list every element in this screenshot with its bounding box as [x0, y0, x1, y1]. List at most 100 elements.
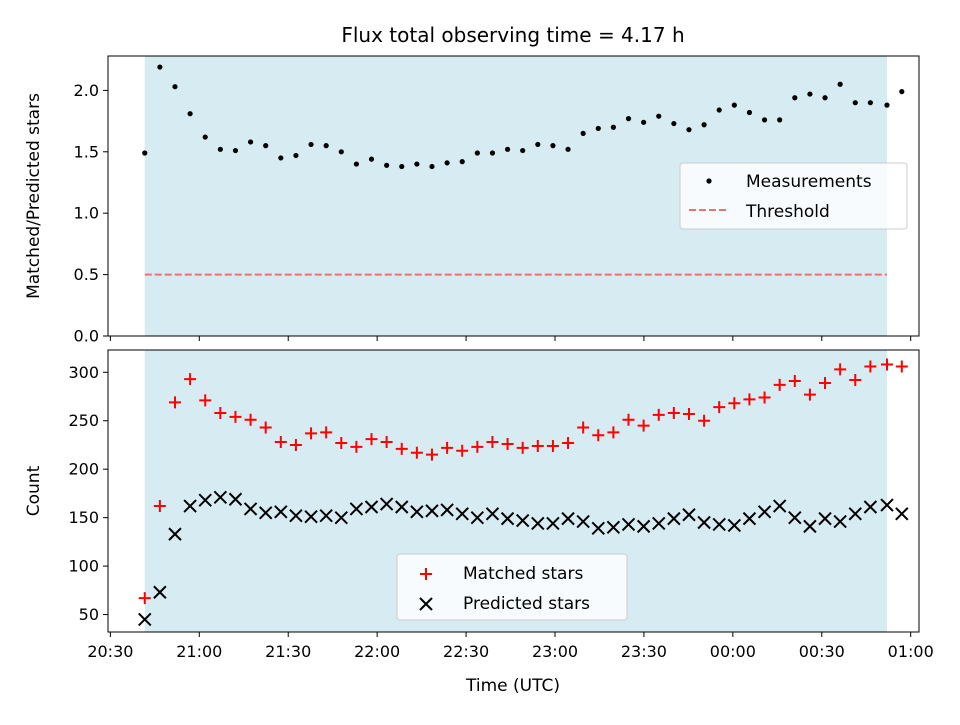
- measurement-point: [792, 95, 798, 101]
- y-tick-label: 150: [68, 508, 99, 527]
- predicted-star-point: [727, 518, 742, 533]
- legend-predicted-label: Predicted stars: [463, 594, 590, 614]
- predicted-star-point: [243, 502, 258, 516]
- measurement-point: [444, 160, 450, 166]
- predicted-star-point: [818, 511, 832, 526]
- matched-star-point: [728, 397, 741, 410]
- matched-star-point: [168, 396, 181, 409]
- predicted-star-point: [880, 498, 894, 512]
- y-tick-label: 0.5: [74, 265, 99, 284]
- matched-star-point: [486, 436, 499, 449]
- predicted-star-point: [228, 492, 243, 506]
- matched-star-point: [834, 363, 847, 376]
- matched-star-point: [773, 378, 786, 391]
- matched-star-point: [577, 421, 590, 434]
- matched-star-point: [425, 448, 438, 461]
- measurement-point: [807, 91, 813, 97]
- matched-star-point: [380, 436, 393, 449]
- measurement-point: [308, 141, 314, 148]
- matched-star-point: [320, 426, 333, 439]
- matched-star-point: [274, 436, 287, 449]
- measurement-point: [580, 130, 586, 136]
- y-tick-label: 250: [68, 411, 99, 430]
- predicted-star-point: [304, 509, 318, 524]
- predicted-star-point: [742, 511, 757, 526]
- matched-star-point: [365, 433, 378, 446]
- measurement-point: [202, 134, 208, 140]
- measurement-point: [489, 150, 496, 156]
- matched-star-point: [350, 440, 363, 453]
- measurement-point: [187, 111, 193, 117]
- measurement-point: [399, 163, 405, 170]
- x-tick-label: 20:30: [87, 642, 133, 661]
- measurement-point: [610, 124, 616, 130]
- measurement-point: [761, 117, 768, 123]
- matched-star-point: [289, 438, 302, 451]
- predicted-star-point: [697, 515, 711, 530]
- legend-matched-marker: [420, 568, 432, 580]
- measurement-point: [686, 127, 692, 133]
- predicted-star-point: [364, 500, 379, 514]
- matched-star-point: [607, 426, 620, 439]
- ratio-legend-box: [679, 162, 908, 230]
- matched-star-point: [335, 437, 348, 450]
- predicted-star-point: [682, 508, 696, 522]
- predicted-star-point: [213, 490, 228, 505]
- y-tick-label: 1.0: [74, 204, 99, 223]
- measurement-point: [671, 120, 677, 127]
- predicted-star-point: [274, 505, 288, 519]
- predicted-star-point: [425, 504, 439, 518]
- predicted-star-point: [289, 509, 303, 523]
- matched-star-point: [682, 407, 695, 420]
- count-panel: 50 100 150 200 250 300 20:30 21:00 21:30 22:00 22…: [24, 349, 934, 661]
- legend-matched-label: Matched stars: [463, 564, 583, 584]
- measurement-point: [550, 143, 556, 149]
- measurement-point: [625, 116, 632, 122]
- predicted-star-point: [667, 511, 681, 526]
- x-tick-label: 21:00: [176, 642, 222, 661]
- measurement-point: [656, 113, 662, 119]
- predicted-star-point: [183, 499, 197, 513]
- measurement-point: [520, 147, 526, 154]
- matched-star-point: [153, 500, 166, 513]
- matched-star-point: [592, 429, 605, 442]
- predicted-star-point: [591, 521, 605, 536]
- measurement-point: [278, 155, 284, 161]
- y-tick-label: 2.0: [74, 81, 99, 100]
- ratio-legend: Measurements Threshold: [679, 162, 908, 230]
- measurement-point: [293, 152, 299, 159]
- measurement-point: [323, 143, 329, 149]
- ratio-plot-frame: [107, 55, 920, 337]
- predicted-star-point: [772, 499, 787, 513]
- matched-star-point: [214, 406, 227, 419]
- matched-star-point: [743, 393, 756, 406]
- measurement-point: [353, 161, 359, 167]
- legend-threshold-label: Threshold: [745, 202, 830, 222]
- predicted-star-point: [848, 507, 862, 521]
- predicted-star-point: [863, 500, 878, 514]
- matched-star-point: [880, 358, 893, 371]
- predicted-star-point: [833, 514, 847, 529]
- matched-star-point: [713, 401, 726, 414]
- measurement-point: [701, 122, 707, 128]
- predicted-star-point: [153, 585, 167, 599]
- matched-star-point: [229, 410, 242, 423]
- matched-star-point: [199, 394, 212, 407]
- measurement-point: [852, 100, 858, 106]
- matched-star-point: [667, 406, 680, 419]
- predicted-star-point: [485, 507, 500, 521]
- measurement-point: [777, 117, 783, 123]
- measurement-point: [263, 143, 269, 149]
- predicted-star-point: [803, 519, 817, 534]
- matched-star-point: [562, 437, 575, 450]
- predicted-star-point: [410, 505, 424, 519]
- y-tick-label: 1.5: [74, 142, 99, 161]
- matched-star-point: [788, 375, 801, 388]
- matched-star-point: [864, 360, 877, 373]
- predicted-star-point: [576, 514, 590, 529]
- matched-star-point: [803, 388, 816, 401]
- matched-star-point: [305, 427, 318, 440]
- measurement-point: [716, 107, 722, 113]
- x-tick-label: 22:00: [354, 642, 400, 661]
- measurement-point: [414, 161, 420, 167]
